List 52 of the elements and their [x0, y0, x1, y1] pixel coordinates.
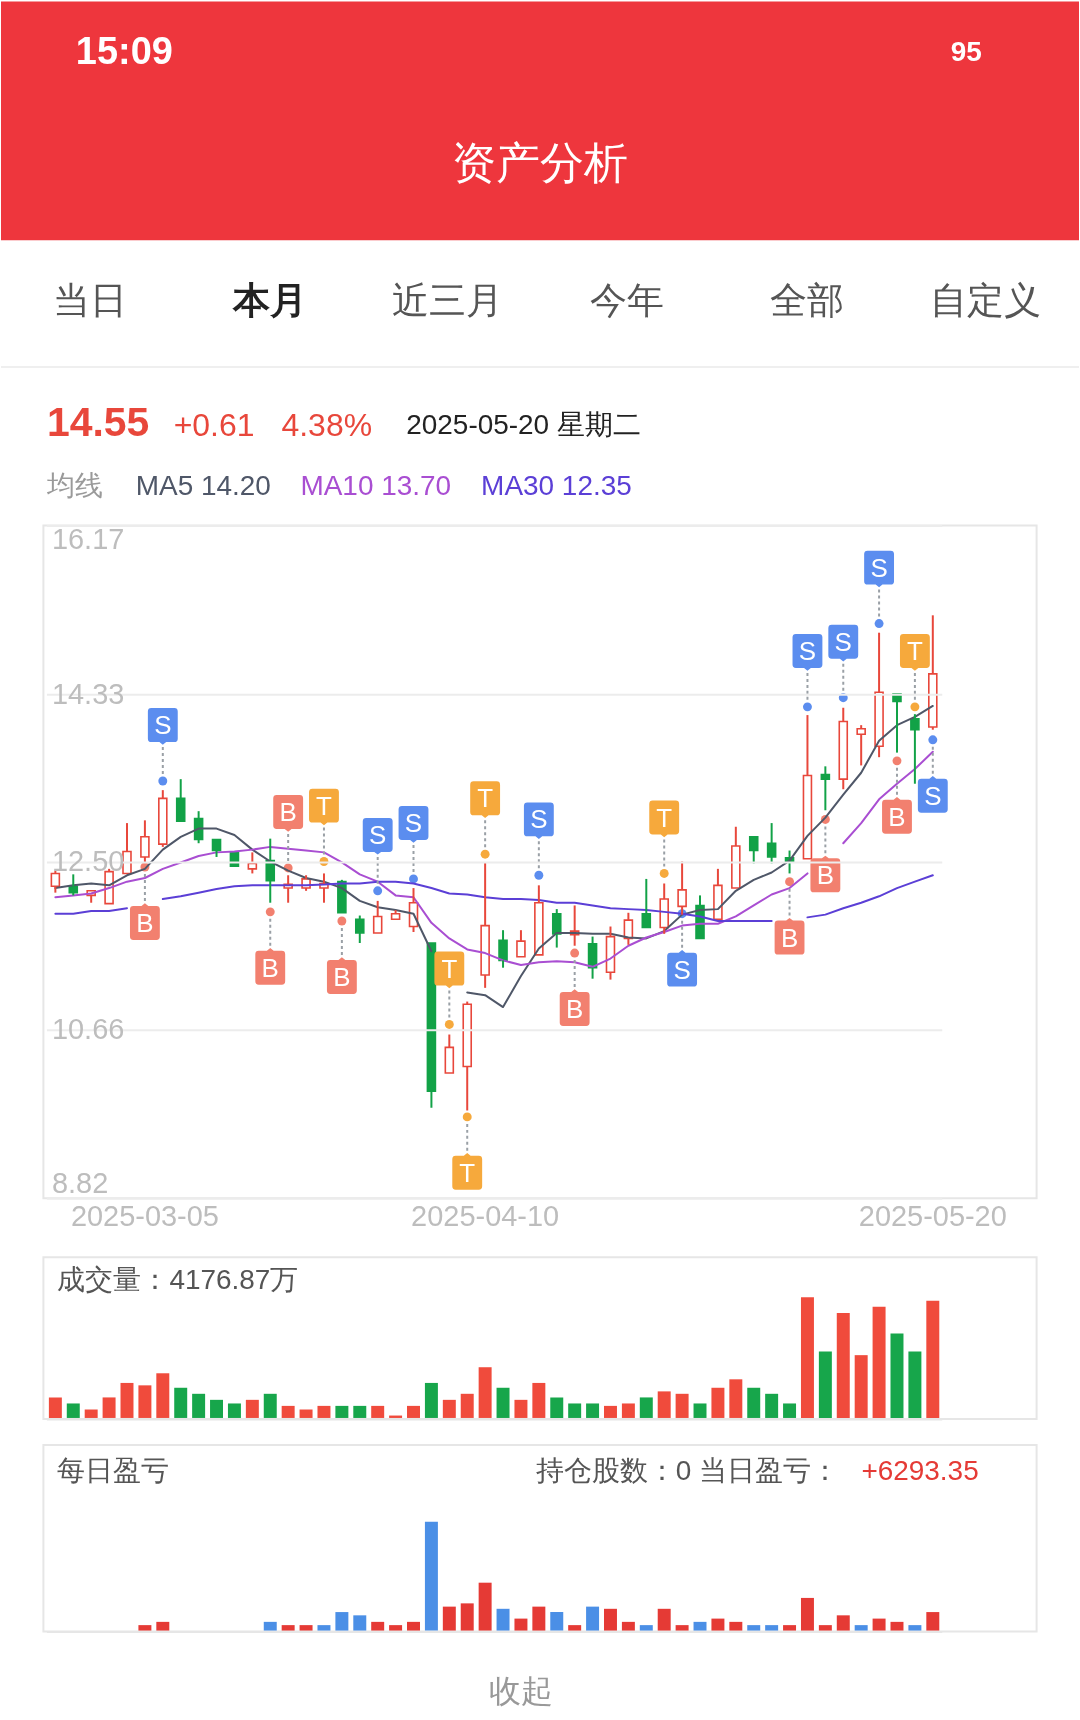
text: 自定义	[929, 280, 1041, 321]
data-label: S	[834, 627, 852, 656]
text: MA10 13.70	[300, 469, 452, 501]
data-label: S	[673, 955, 691, 984]
data-label: S	[870, 553, 888, 582]
data-label: B	[279, 798, 297, 827]
data-label: B	[780, 923, 799, 952]
text: +0.61	[173, 406, 255, 443]
data-label: T	[656, 803, 673, 832]
data-label: T	[441, 954, 458, 983]
text: 收起	[488, 1673, 553, 1710]
text: +6293.35	[861, 1454, 979, 1486]
chart-title: 资产分析	[452, 138, 628, 188]
y-tick-label: 8.82	[51, 1166, 109, 1199]
text: 14.55	[46, 398, 150, 445]
data-label: S	[924, 781, 942, 810]
data-label: B	[566, 994, 584, 1023]
text: 全部	[769, 280, 844, 321]
text: 15:09	[75, 30, 173, 73]
data-label: T	[906, 636, 923, 665]
data-label: B	[136, 908, 154, 937]
chart-title: 成交量：4176.87万	[57, 1264, 299, 1296]
data-label: T	[316, 791, 333, 820]
data-label: T	[477, 784, 494, 813]
text: 95	[950, 36, 982, 68]
data-label: T	[459, 1158, 476, 1187]
text: 2025-05-20 星期二	[406, 408, 641, 440]
text: 当日	[52, 280, 127, 321]
text: MA5 14.20	[135, 469, 271, 501]
data-label: B	[261, 953, 279, 982]
text: 4.38%	[281, 406, 373, 443]
x-tick-label: 2025-04-10	[411, 1199, 560, 1232]
text: 本月	[231, 280, 307, 321]
text: MA30 12.35	[481, 469, 632, 501]
y-tick-label: 14.33	[51, 677, 125, 710]
x-tick-label: 2025-05-20	[858, 1199, 1007, 1232]
y-tick-label: 16.17	[51, 523, 125, 556]
text: 近三月	[391, 280, 503, 321]
chart-title: 每日盈亏	[57, 1454, 170, 1486]
legend-title: 均线	[45, 469, 103, 501]
data-label: S	[530, 805, 548, 834]
data-label: S	[369, 820, 387, 849]
x-tick-label: 2025-03-05	[70, 1199, 219, 1232]
data-label: B	[333, 962, 351, 991]
text: 持仓股数：0 当日盈亏：	[535, 1454, 839, 1486]
data-label: B	[816, 861, 835, 890]
data-label: S	[154, 711, 172, 740]
data-label: S	[798, 636, 817, 665]
data-label: S	[404, 809, 423, 838]
text: 今年	[589, 280, 664, 321]
y-tick-label: 10.66	[51, 1013, 125, 1046]
data-label: B	[888, 802, 906, 831]
